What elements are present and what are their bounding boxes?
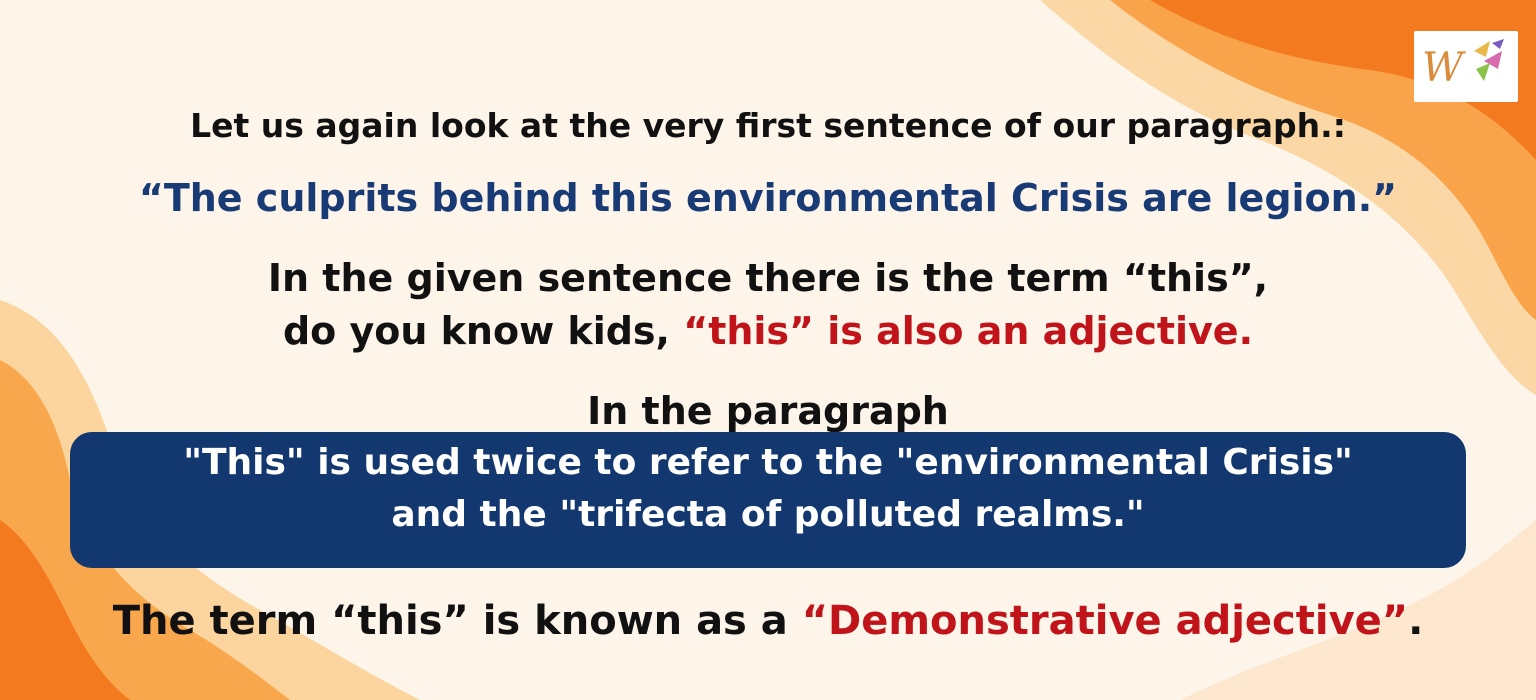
conclusion-suffix: . (1408, 598, 1424, 644)
info-box-line-2: and the "trifecta of polluted realms." (391, 494, 1145, 535)
explanation-highlight: “this” is also an adjective. (683, 309, 1254, 353)
bottom-right-wave (1180, 520, 1536, 700)
explanation-line-2: do you know kids, “this” is also an adje… (0, 309, 1536, 353)
bottom-left-wave (0, 360, 290, 700)
conclusion-text: The term “this” is known as a “Demonstra… (0, 598, 1536, 644)
explanation-line-2-prefix: do you know kids, (282, 309, 684, 353)
logo-letter: W (1422, 45, 1466, 91)
conclusion-highlight: “Demonstrative adjective” (801, 598, 1409, 644)
info-box-line-1: "This" is used twice to refer to the "en… (183, 442, 1353, 483)
explanation-line-1: In the given sentence there is the term … (267, 256, 1269, 300)
logo-icon: W (1422, 39, 1504, 91)
logo: W (1414, 31, 1518, 102)
paragraph-heading: In the paragraph (587, 389, 949, 433)
conclusion-prefix: The term “this” is known as a (112, 598, 802, 644)
info-box: "This" is used twice to refer to the "en… (70, 432, 1466, 568)
quoted-sentence: “The culprits behind this environmental … (138, 176, 1398, 220)
bottom-left-wave-dark (0, 520, 130, 700)
intro-text: Let us again look at the very first sent… (190, 106, 1346, 145)
